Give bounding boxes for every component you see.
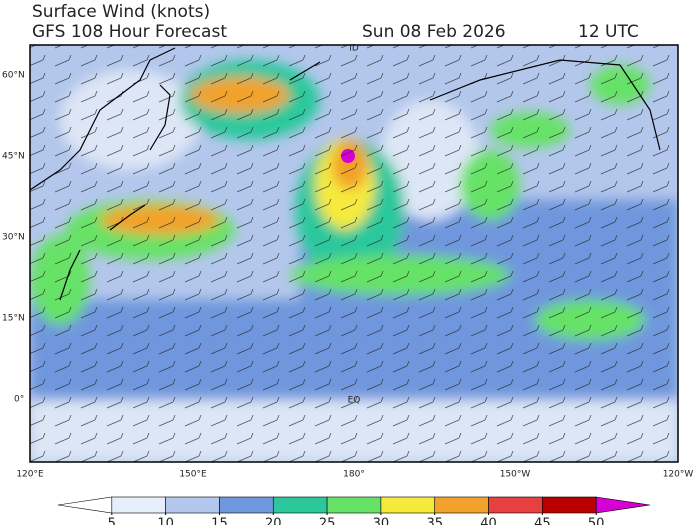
lat-label: 30°N [2,233,25,243]
colorbar-segment [326,496,382,514]
lon-label: 150°E [179,470,207,480]
colorbar-label: 45 [534,517,551,526]
colorbar-cap [57,496,113,514]
lon-label: 120°W [663,470,694,480]
subtitle: GFS 108 Hour Forecast [32,22,227,42]
colorbar-cap [595,496,651,514]
equator-label: EQ [348,396,361,406]
title: Surface Wind (knots) [32,2,210,22]
lat-label: 0° [14,395,24,405]
colorbar-label: 50 [588,517,605,526]
lat-label: 60°N [2,71,25,81]
colorbar-label: 20 [265,517,282,526]
colorbar-segment [434,496,489,514]
lat-label: 15°N [2,314,25,324]
colorbar-segment [380,496,436,514]
colorbar-label: 35 [426,517,443,526]
lat-label: 45°N [2,152,25,162]
dateline-label: ID [349,44,359,54]
colorbar-label: 5 [108,517,116,526]
colorbar-label: 10 [157,517,174,526]
colorbar-segment [165,496,220,514]
map [30,45,678,462]
colorbar-segment [219,496,274,514]
colorbar-segment [111,496,166,514]
colorbar: 5 10 15 20 25 30 35 40 45 50 [57,496,651,529]
date: Sun 08 Feb 2026 [362,22,506,42]
lon-label: 180° [343,470,365,480]
colorbar-segment [272,496,328,514]
lon-label: 120°E [16,470,44,480]
colorbar-label: 30 [373,517,390,526]
time: 12 UTC [578,22,639,42]
lon-label: 150°W [500,470,531,480]
colorbar-label: 15 [211,517,228,526]
colorbar-label: 25 [319,517,336,526]
colorbar-label: 40 [480,517,497,526]
colorbar-segment [488,496,543,514]
colorbar-segment [542,496,597,514]
